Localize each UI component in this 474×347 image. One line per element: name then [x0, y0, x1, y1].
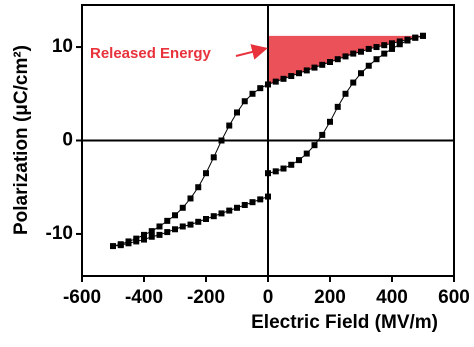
data-point: [226, 122, 233, 129]
data-point: [195, 184, 202, 191]
data-point: [257, 196, 264, 203]
data-point: [272, 168, 279, 175]
data-point: [381, 50, 388, 57]
data-point: [156, 231, 163, 238]
y-tick-label: 0: [62, 130, 73, 151]
data-point: [334, 103, 341, 110]
data-point: [404, 37, 411, 44]
x-tick-label: 200: [314, 287, 346, 308]
data-point: [141, 236, 147, 243]
data-point: [381, 42, 388, 49]
data-point: [265, 81, 271, 88]
data-point: [342, 90, 349, 97]
data-point: [311, 142, 318, 149]
y-tick-label: 10: [52, 36, 73, 57]
data-point: [420, 32, 426, 39]
data-point: [389, 45, 395, 52]
data-point: [148, 233, 155, 240]
data-point: [342, 53, 349, 60]
data-point: [172, 212, 178, 219]
data-point: [412, 34, 419, 41]
data-point: [280, 75, 287, 82]
data-point: [148, 228, 155, 235]
data-point: [210, 154, 217, 161]
x-tick-label: 600: [438, 287, 470, 308]
data-point: [156, 223, 163, 230]
data-point: [288, 73, 295, 80]
annotation-arrow: [235, 44, 268, 60]
data-point: [327, 118, 333, 125]
data-point: [164, 229, 171, 236]
y-tick-label: -10: [46, 223, 73, 244]
data-point: [117, 242, 124, 249]
data-point: [141, 231, 147, 238]
data-point: [365, 45, 372, 52]
data-point: [319, 131, 326, 138]
y-axis-label: Polarization (μC/cm²): [11, 45, 32, 235]
data-point: [358, 70, 364, 77]
data-point: [125, 240, 132, 247]
x-tick-label: 0: [263, 287, 274, 308]
data-point: [164, 217, 171, 224]
data-point: [257, 85, 264, 92]
data-point: [358, 48, 364, 55]
data-point: [234, 204, 240, 211]
data-point: [179, 223, 186, 230]
data-point: [296, 70, 302, 77]
annotation: Released Energy: [90, 45, 212, 62]
data-point: [218, 210, 225, 217]
data-point: [265, 170, 271, 177]
data-point: [303, 67, 310, 74]
data-point: [280, 165, 287, 172]
data-point: [288, 161, 295, 168]
data-point: [203, 170, 209, 177]
data-point: [210, 213, 217, 220]
data-point: [234, 109, 240, 116]
data-point: [203, 215, 209, 222]
loop-line: [112, 35, 424, 247]
data-point: [311, 64, 318, 71]
x-tick-label: 400: [376, 287, 408, 308]
data-point: [249, 90, 256, 97]
data-point: [133, 238, 140, 245]
data-point: [195, 218, 202, 225]
data-point: [373, 56, 380, 63]
data-point: [350, 50, 357, 57]
x-tick-label: -600: [63, 287, 101, 308]
data-point: [296, 157, 302, 164]
data-point: [187, 221, 194, 228]
data-point: [373, 44, 380, 51]
data-point: [218, 137, 225, 144]
data-point: [319, 61, 326, 68]
x-axis-label: Electric Field (MV/m): [251, 312, 438, 333]
data-point: [327, 59, 333, 66]
data-point: [179, 204, 186, 211]
x-tick-label: -400: [125, 287, 163, 308]
data-point: [241, 201, 248, 208]
data-point: [172, 226, 178, 233]
data-point: [334, 56, 341, 63]
data-point: [396, 41, 403, 48]
data-point: [241, 98, 248, 105]
data-point: [187, 195, 194, 202]
data-point: [226, 207, 233, 214]
data-point: [110, 243, 116, 250]
data-point: [249, 199, 256, 206]
data-point: [303, 150, 310, 157]
released-energy-area: [268, 35, 423, 85]
data-point: [389, 40, 395, 47]
data-point: [265, 193, 271, 200]
x-tick-label: -200: [187, 287, 225, 308]
data-point: [350, 79, 357, 86]
data-point: [272, 78, 279, 85]
data-point: [365, 62, 372, 69]
